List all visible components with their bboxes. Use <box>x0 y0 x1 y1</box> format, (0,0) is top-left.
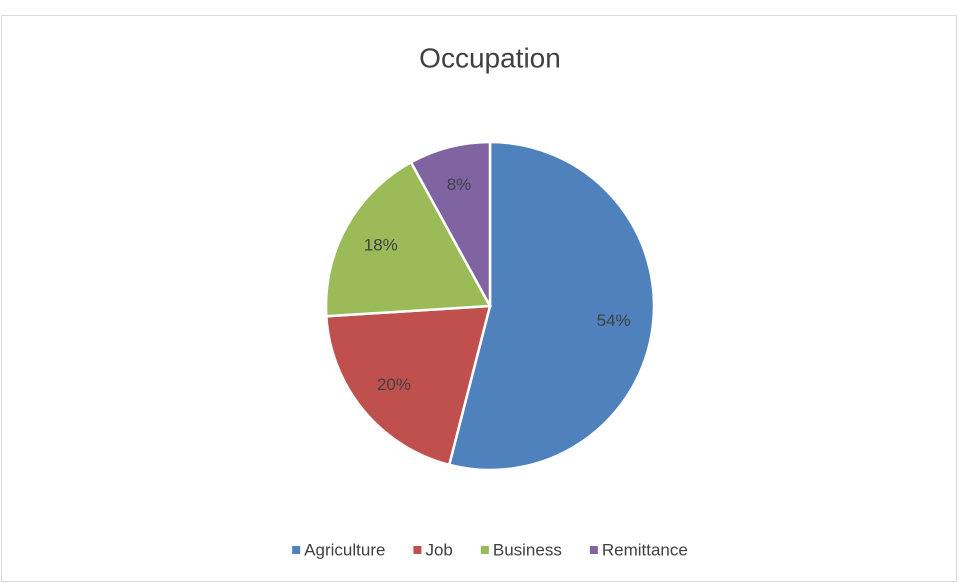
data-label: 20% <box>377 375 411 394</box>
pie-slice <box>447 140 656 472</box>
pie-slice <box>409 140 492 307</box>
legend-marker <box>413 546 422 554</box>
pie-slice <box>324 160 493 318</box>
legend-marker <box>589 546 598 554</box>
legend-marker <box>292 546 301 554</box>
legend-marker <box>480 546 489 554</box>
legend-label: Business <box>493 540 562 559</box>
legend-label: Job <box>425 540 452 559</box>
chart-title: Occupation <box>419 42 561 73</box>
data-label: 18% <box>364 235 398 254</box>
pie-slice <box>324 304 492 467</box>
data-label: 8% <box>447 175 472 194</box>
data-label: 54% <box>597 311 631 330</box>
legend-label: Remittance <box>602 540 688 559</box>
legend-label: Agriculture <box>304 540 385 559</box>
